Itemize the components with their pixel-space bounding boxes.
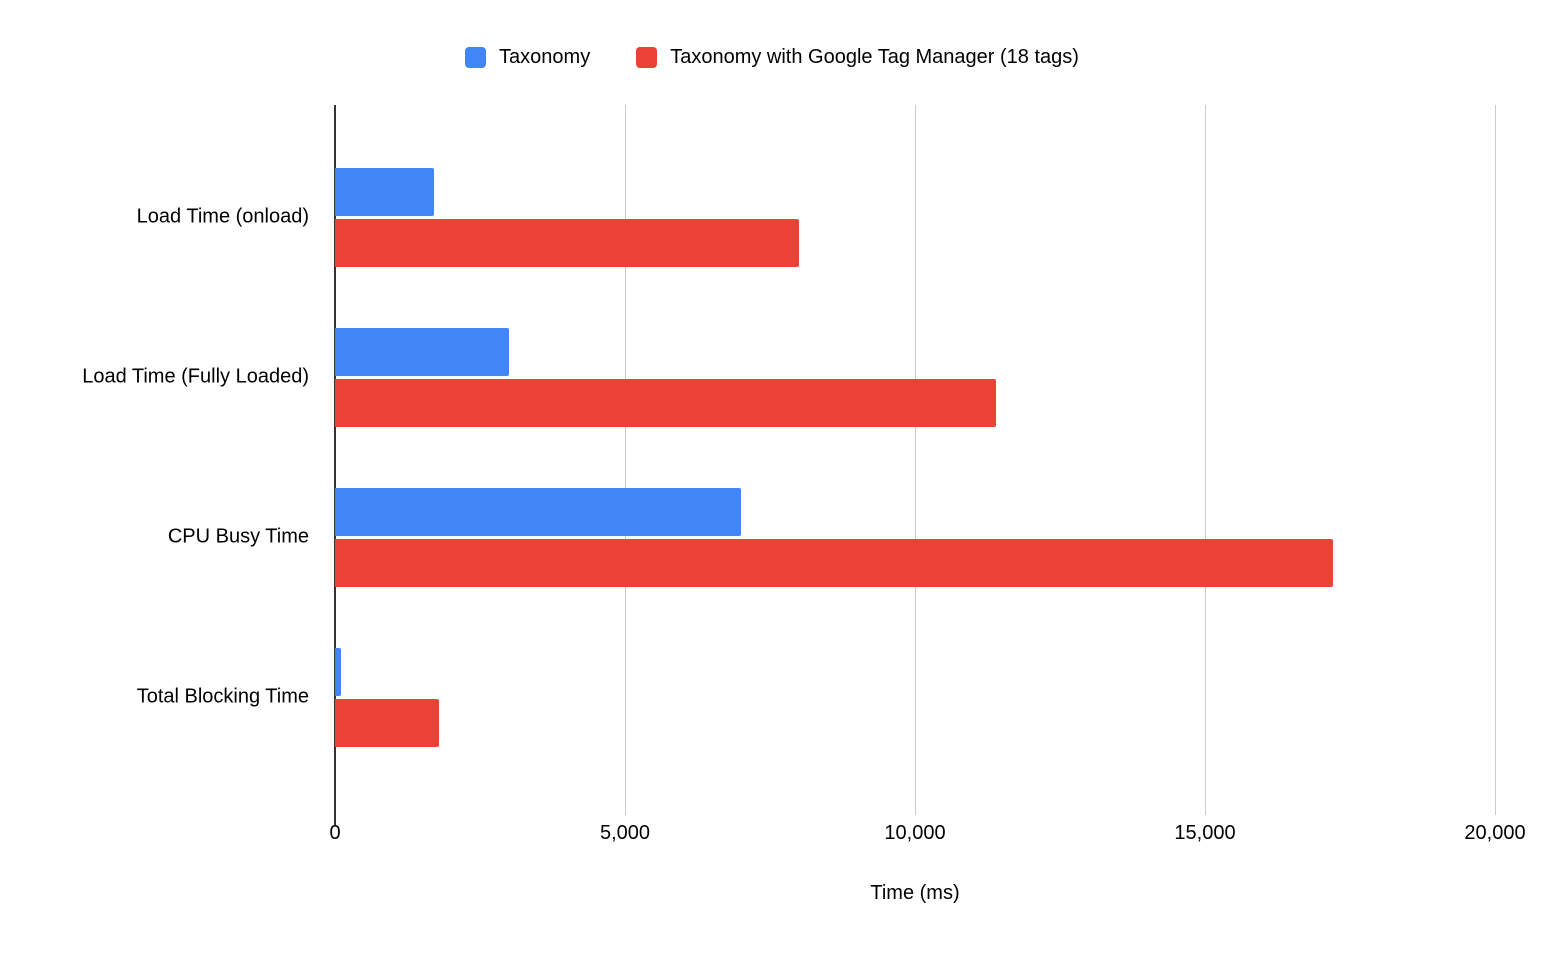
legend-label: Taxonomy with Google Tag Manager (18 tag… bbox=[670, 46, 1079, 68]
legend-swatch-icon bbox=[636, 47, 658, 68]
x-axis-tick-labels: 0 5,000 10,000 15,000 20,000 bbox=[329, 822, 1525, 852]
bar-series-1 bbox=[335, 218, 799, 267]
legend-swatch-icon bbox=[465, 47, 487, 68]
bar-series-1 bbox=[335, 538, 1333, 587]
gridline bbox=[1495, 105, 1496, 815]
bar-series-0 bbox=[335, 167, 434, 216]
chart-legend: Taxonomy Taxonomy with Google Tag Manager… bbox=[0, 46, 1544, 69]
gridline bbox=[1205, 105, 1206, 815]
bar-group bbox=[335, 457, 1495, 617]
x-tick-label: 10,000 bbox=[884, 822, 946, 844]
category-label: Load Time (onload) bbox=[136, 205, 309, 228]
gridline bbox=[915, 105, 916, 815]
legend-item-1: Taxonomy with Google Tag Manager (18 tag… bbox=[636, 46, 1079, 69]
x-axis-title: Time (ms) bbox=[870, 882, 960, 904]
x-tick-label: 0 bbox=[329, 822, 341, 844]
bar-group bbox=[335, 137, 1495, 297]
bar-series-1 bbox=[335, 698, 440, 747]
bar-series-1 bbox=[335, 378, 997, 427]
y-axis-category-labels: Load Time (onload) Load Time (Fully Loade… bbox=[0, 105, 322, 815]
category-label: Total Blocking Time bbox=[136, 685, 309, 708]
plot-area bbox=[334, 105, 1496, 825]
bar-group bbox=[335, 617, 1495, 777]
bar-series-0 bbox=[335, 487, 741, 536]
category-label: CPU Busy Time bbox=[167, 525, 309, 548]
bar-series-0 bbox=[335, 327, 509, 376]
legend-label: Taxonomy bbox=[499, 46, 591, 68]
legend-item-0: Taxonomy bbox=[465, 46, 590, 69]
zero-axis-line bbox=[334, 105, 336, 825]
bar-bands bbox=[335, 105, 1495, 815]
x-tick-label: 20,000 bbox=[1464, 822, 1526, 844]
x-tick-label: 15,000 bbox=[1174, 822, 1236, 844]
gridline bbox=[625, 105, 626, 815]
category-label: Load Time (Fully Loaded) bbox=[82, 365, 309, 388]
bar-series-0 bbox=[335, 647, 341, 696]
x-tick-label: 5,000 bbox=[599, 822, 651, 844]
bar-group bbox=[335, 297, 1495, 457]
